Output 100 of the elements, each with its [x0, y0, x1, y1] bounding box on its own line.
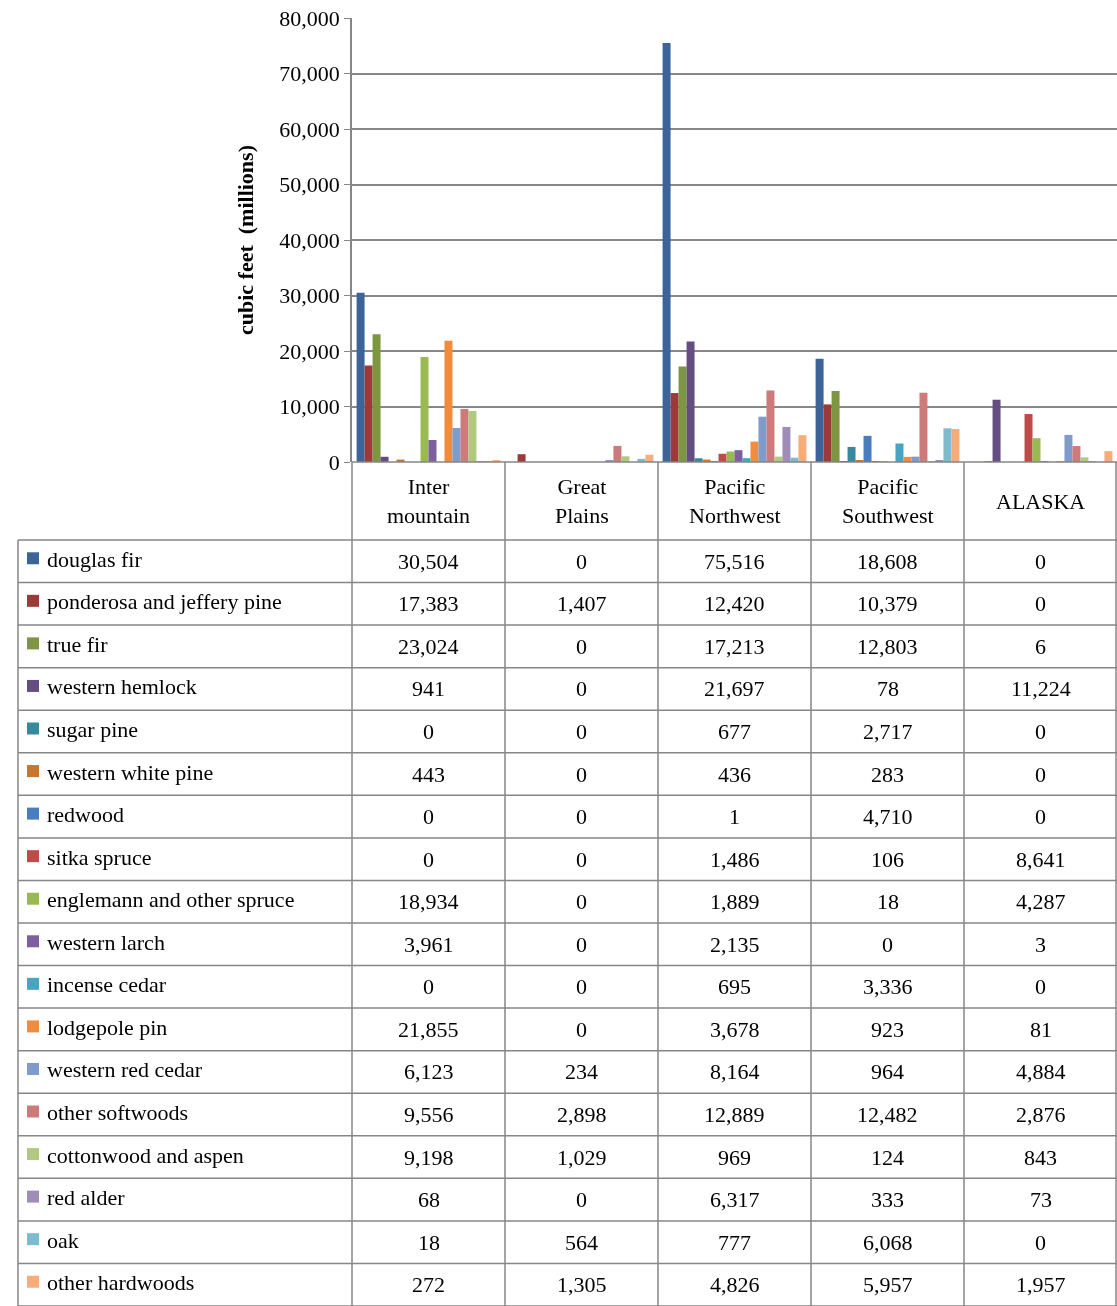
legend-label: oak	[47, 1228, 79, 1253]
data-label: 10,379	[857, 591, 918, 616]
data-label: 272	[412, 1272, 445, 1297]
data-label: 0	[1035, 804, 1046, 829]
legend-label: other softwoods	[47, 1100, 189, 1125]
data-label: 5,957	[863, 1272, 913, 1297]
data-label: 75,516	[704, 549, 765, 574]
data-label: 0	[576, 549, 587, 574]
data-label: 21,697	[704, 676, 765, 701]
data-label: 1,029	[557, 1145, 607, 1170]
data-label: 1,957	[1016, 1272, 1066, 1297]
data-label: 0	[576, 847, 587, 872]
data-label: 0	[576, 932, 587, 957]
y-tick-label: 70,000	[279, 61, 340, 87]
x-tick-label: Pacific Southwest	[842, 474, 934, 528]
data-label: 443	[412, 762, 445, 787]
data-label: 106	[871, 847, 904, 872]
data-label: 3	[1035, 932, 1046, 957]
data-label: 18,934	[398, 889, 459, 914]
data-label: 1,407	[557, 591, 607, 616]
data-label: 21,855	[398, 1017, 459, 1042]
data-label: 0	[576, 1017, 587, 1042]
data-label: 777	[718, 1230, 751, 1255]
data-label: 9,198	[404, 1145, 454, 1170]
data-label: 0	[576, 889, 587, 914]
legend-label: western hemlock	[47, 674, 197, 699]
data-label: 1	[729, 804, 740, 829]
data-label: 4,884	[1016, 1059, 1066, 1084]
data-label: 0	[576, 1187, 587, 1212]
data-label: 12,889	[704, 1102, 765, 1127]
data-label: 0	[1035, 719, 1046, 744]
data-label: 843	[1024, 1145, 1057, 1170]
data-label: 6,317	[710, 1187, 760, 1212]
data-label: 17,383	[398, 591, 459, 616]
data-label: 564	[565, 1230, 598, 1255]
data-label: 283	[871, 762, 904, 787]
data-label: 0	[1035, 549, 1046, 574]
data-label: 18	[418, 1230, 440, 1255]
data-label: 0	[1035, 591, 1046, 616]
legend-label: douglas fir	[47, 547, 143, 572]
data-label: 2,135	[710, 932, 760, 957]
data-label: 1,889	[710, 889, 760, 914]
data-label: 78	[877, 676, 899, 701]
data-label: 0	[1035, 1230, 1046, 1255]
data-label: 0	[576, 804, 587, 829]
data-label: 6,068	[863, 1230, 913, 1255]
y-tick-label: 60,000	[279, 116, 340, 142]
data-label: 0	[423, 804, 434, 829]
data-label: 333	[871, 1187, 904, 1212]
legend-label: redwood	[47, 802, 124, 827]
legend-label: western white pine	[47, 760, 214, 785]
y-tick-label: 20,000	[279, 338, 340, 364]
data-label: 969	[718, 1145, 751, 1170]
data-label: 8,164	[710, 1059, 760, 1084]
legend-label: ponderosa and jeffery pine	[47, 589, 282, 614]
legend-label: western larch	[47, 930, 165, 955]
data-label: 0	[576, 719, 587, 744]
y-tick-label: 30,000	[279, 283, 340, 309]
data-label: 4,710	[863, 804, 913, 829]
data-label: 68	[418, 1187, 440, 1212]
x-tick-label: Pacific Northwest	[689, 474, 781, 528]
data-label: 3,961	[404, 932, 454, 957]
data-label: 0	[423, 719, 434, 744]
x-tick-label: Inter mountain	[387, 474, 471, 528]
legend-label: western red cedar	[47, 1057, 203, 1082]
data-label: 0	[576, 762, 587, 787]
data-label: 1,305	[557, 1272, 607, 1297]
data-label: 4,826	[710, 1272, 760, 1297]
data-label: 124	[871, 1145, 904, 1170]
data-label: 964	[871, 1059, 904, 1084]
data-label: 2,898	[557, 1102, 607, 1127]
legend-label: cottonwood and aspen	[47, 1143, 244, 1168]
data-label: 11,224	[1011, 676, 1071, 701]
x-tick-label: ALASKA	[996, 489, 1086, 514]
data-label: 0	[576, 634, 587, 659]
data-label: 3,336	[863, 974, 913, 999]
data-label: 695	[718, 974, 751, 999]
y-tick-label: 80,000	[279, 5, 340, 31]
data-label: 12,420	[704, 591, 765, 616]
legend-label: sitka spruce	[47, 845, 152, 870]
data-label: 4,287	[1016, 889, 1066, 914]
legend-label: red alder	[47, 1185, 126, 1210]
y-tick-label: 50,000	[279, 172, 340, 198]
data-label: 941	[412, 676, 445, 701]
legend-label: englemann and other spruce	[47, 887, 295, 912]
data-label: 17,213	[704, 634, 765, 659]
data-label: 73	[1030, 1187, 1052, 1212]
data-label: 0	[423, 974, 434, 999]
data-label: 3,678	[710, 1017, 760, 1042]
data-label: 81	[1030, 1017, 1052, 1042]
legend-label: true fir	[47, 632, 109, 657]
data-label: 18	[877, 889, 899, 914]
y-tick-label: 0	[328, 449, 340, 475]
data-label: 8,641	[1016, 847, 1066, 872]
data-label: 6,123	[404, 1059, 454, 1084]
y-tick-label: 40,000	[279, 227, 340, 253]
data-label: 6	[1035, 634, 1046, 659]
legend-label: sugar pine	[47, 717, 139, 742]
data-label: 12,803	[857, 634, 918, 659]
data-label: 923	[871, 1017, 904, 1042]
